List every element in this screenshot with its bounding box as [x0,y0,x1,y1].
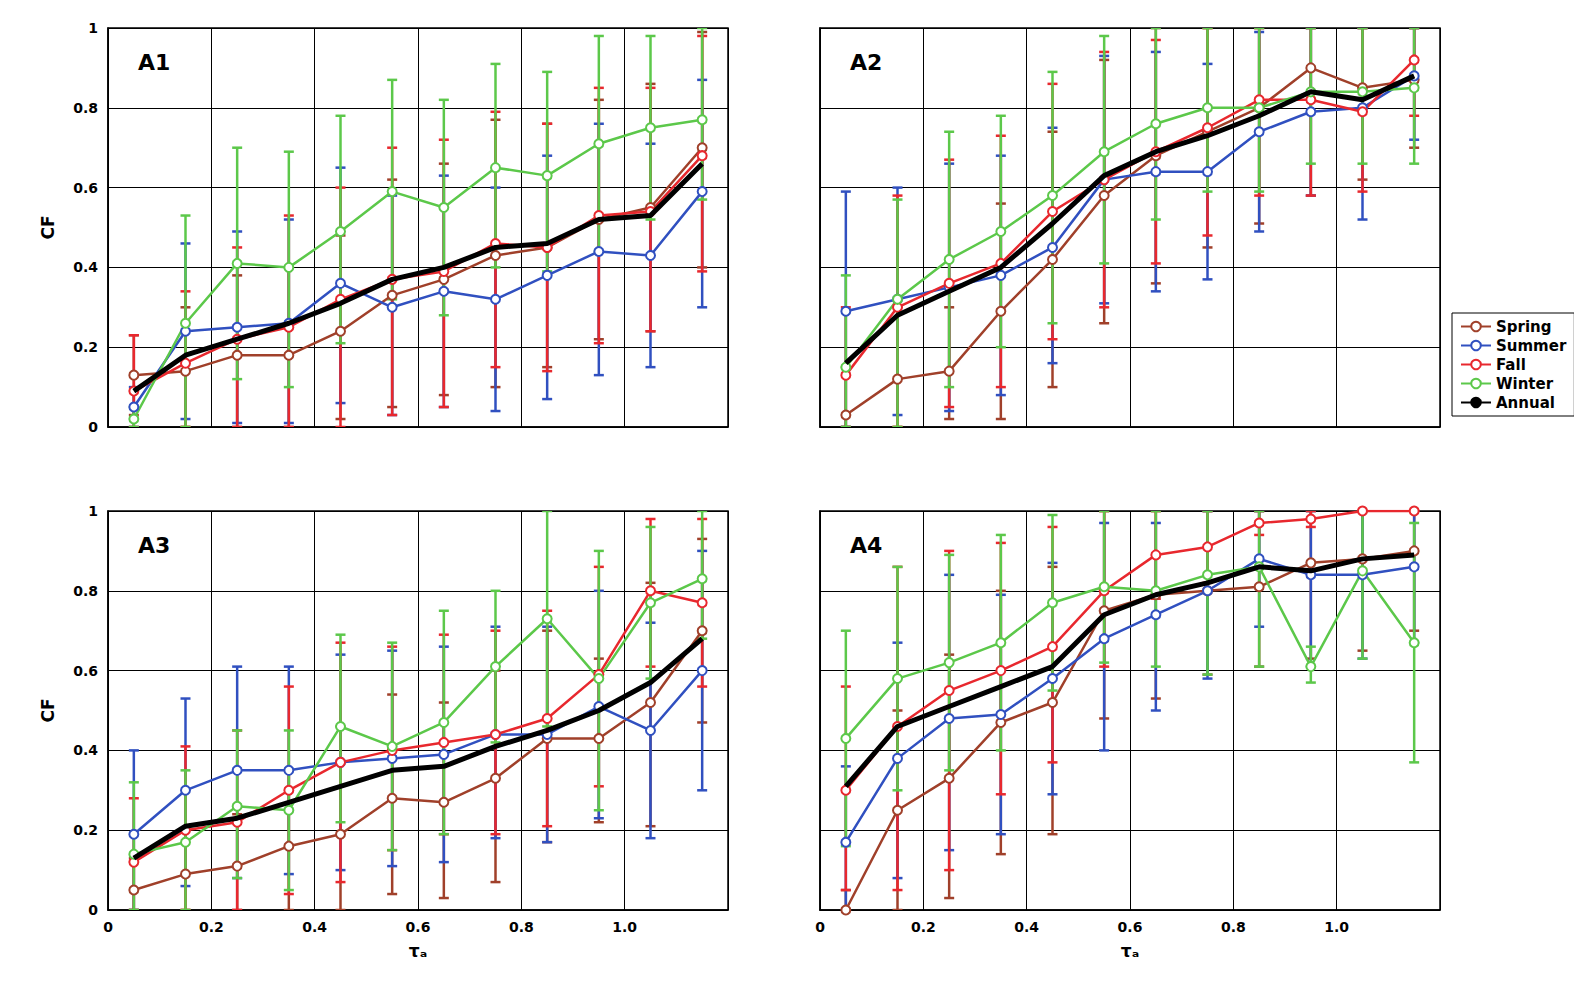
svg-text:0: 0 [88,902,98,918]
svg-text:τₐ: τₐ [409,941,428,961]
svg-text:0.8: 0.8 [1221,919,1246,935]
svg-text:A2: A2 [850,50,882,75]
svg-text:0.6: 0.6 [73,180,98,196]
svg-text:0.4: 0.4 [1014,919,1039,935]
svg-text:0.6: 0.6 [1118,919,1143,935]
svg-text:0.6: 0.6 [406,919,431,935]
svg-text:0.6: 0.6 [73,663,98,679]
svg-text:0.2: 0.2 [73,822,98,838]
svg-text:0.8: 0.8 [73,583,98,599]
svg-text:0.8: 0.8 [73,100,98,116]
svg-text:0: 0 [815,919,825,935]
svg-text:1: 1 [88,503,98,519]
svg-text:τₐ: τₐ [1121,941,1140,961]
svg-text:1: 1 [88,20,98,36]
svg-text:CF: CF [38,215,58,239]
svg-text:0.2: 0.2 [199,919,224,935]
svg-text:0.2: 0.2 [73,339,98,355]
svg-text:A1: A1 [138,50,170,75]
svg-text:0.4: 0.4 [302,919,327,935]
svg-text:Fall: Fall [1496,356,1526,374]
svg-text:Summer: Summer [1496,337,1567,355]
svg-text:0.4: 0.4 [73,259,98,275]
svg-text:Spring: Spring [1496,318,1552,336]
svg-text:0.8: 0.8 [509,919,534,935]
svg-text:Annual: Annual [1496,394,1555,412]
svg-text:0: 0 [88,419,98,435]
svg-text:CF: CF [38,698,58,722]
svg-text:A4: A4 [850,533,882,558]
svg-text:0: 0 [103,919,113,935]
svg-text:0.2: 0.2 [911,919,936,935]
svg-text:1.0: 1.0 [1324,919,1349,935]
svg-text:0.4: 0.4 [73,742,98,758]
svg-text:A3: A3 [138,533,170,558]
svg-text:Winter: Winter [1496,375,1554,393]
svg-text:1.0: 1.0 [612,919,637,935]
